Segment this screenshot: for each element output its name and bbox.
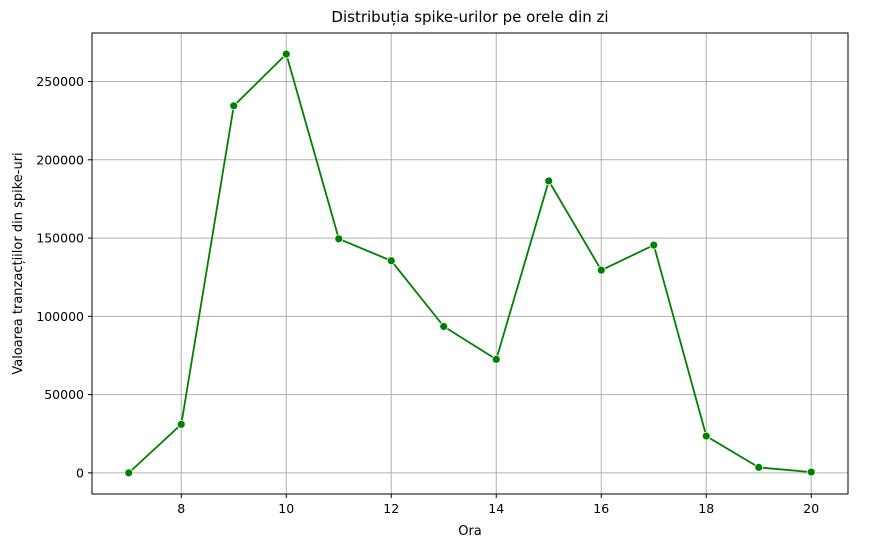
axis-ticks: 8 10 12 14 16 18 20 0 50000 100000 150000 200000 250… [36,74,819,516]
data-point [386,256,396,266]
data-point [754,462,764,472]
x-axis-label: Ora [458,524,482,539]
x-tick-label: 12 [383,501,399,516]
y-tick-label: 150000 [36,231,84,246]
data-point [701,431,711,441]
x-tick-label: 20 [803,501,819,516]
plot-frame [91,32,849,495]
chart-title: Distribuția spike-urilor pe orele din zi [331,8,608,26]
data-point [334,234,344,244]
data-point [229,101,239,111]
y-axis-label: Valoarea tranzacțiilor din spike-uri [11,152,26,374]
series-layer [124,49,816,478]
y-tick-label: 250000 [36,74,84,89]
x-tick-label: 8 [177,501,185,516]
data-point [649,240,659,250]
data-point [596,265,606,275]
series-line [128,52,812,474]
y-tick-label: 200000 [36,152,84,167]
y-tick-label: 100000 [36,309,84,324]
data-point [281,49,291,59]
x-tick-label: 14 [488,501,504,516]
data-point [176,419,186,429]
y-tick-label: 0 [76,465,84,480]
x-tick-label: 10 [278,501,294,516]
data-point [806,467,816,477]
y-tick-label: 50000 [44,387,84,402]
data-point [439,322,449,331]
x-tick-label: 18 [698,501,714,516]
grid-lines [92,33,848,494]
x-tick-label: 16 [593,501,609,516]
data-point [544,176,554,186]
data-point [491,354,501,364]
data-point [124,468,134,478]
data-points [124,49,816,478]
